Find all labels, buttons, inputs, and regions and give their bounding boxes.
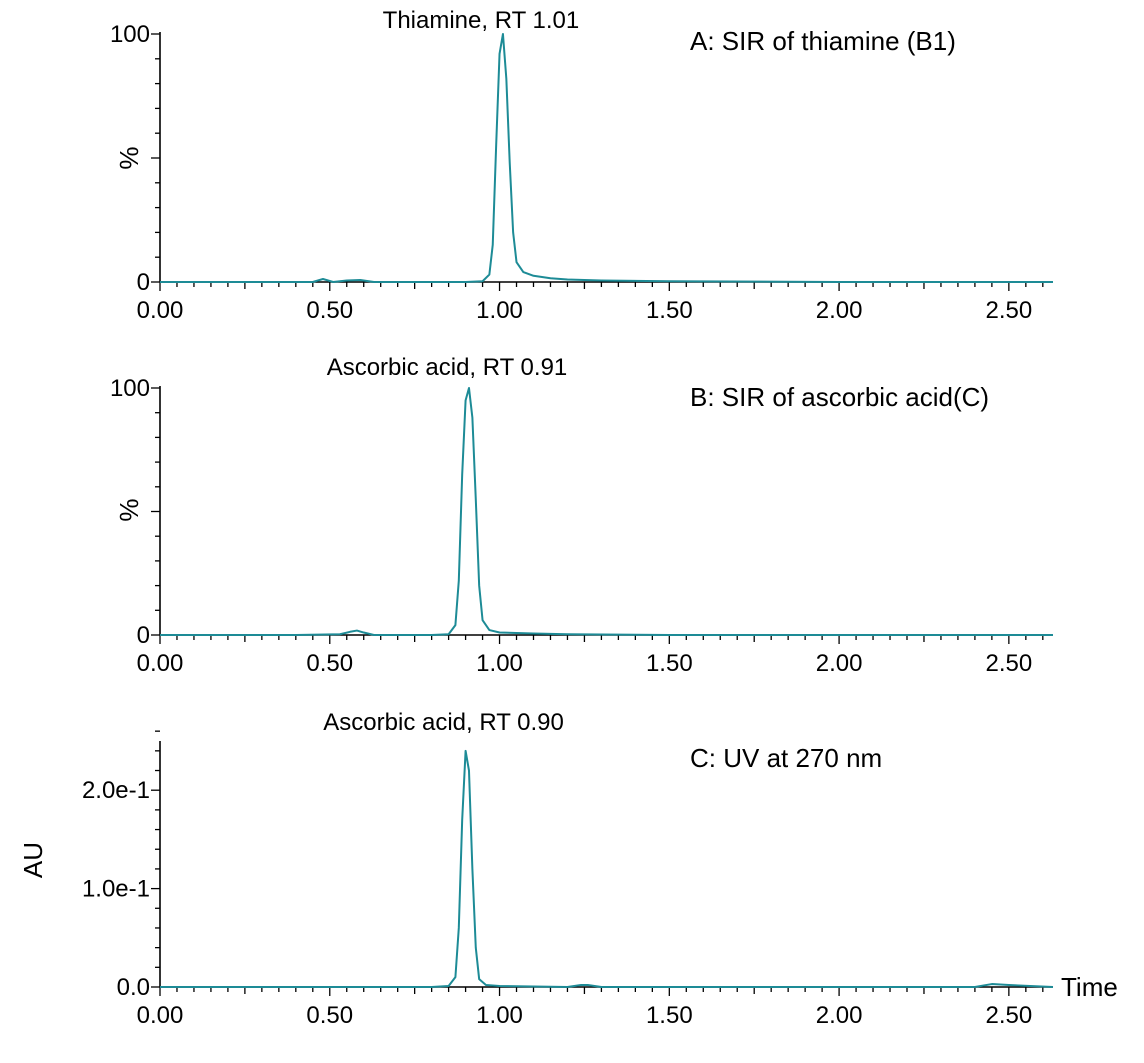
chromatogram-trace-a (160, 33, 1053, 283)
x-tick-label: 1.00 (476, 297, 523, 324)
x-tick-label: 0.50 (306, 1002, 353, 1029)
chromatogram-trace-b (160, 387, 1053, 636)
chart-panel-c: 0.00 0.50 1.00 1.50 2.00 2.50 0.0 1.0e-1 2.0e-1 A… (18, 709, 1118, 1029)
y-axis-label: AU (18, 842, 48, 878)
peak-annotation: Ascorbic acid, RT 0.91 (327, 354, 568, 381)
y-axis-label: % (114, 146, 144, 169)
x-tick-label: 2.50 (985, 650, 1032, 677)
chromatogram-trace-c (160, 749, 1054, 988)
y-tick-label: 0.0 (117, 974, 150, 1001)
chart-panel-a: 0.00 0.50 1.00 1.50 2.00 2.50 0 100% Thiamine, R… (110, 7, 1053, 324)
x-tick-label: 1.50 (646, 650, 693, 677)
panel-title: C: UV at 270 nm (690, 743, 882, 773)
x-tick-label: 2.00 (816, 650, 863, 677)
x-tick-label: 1.50 (646, 297, 693, 324)
x-tick-label: 2.50 (985, 1002, 1032, 1029)
chart-panel-b: 0.00 0.50 1.00 1.50 2.00 2.50 0 100% Ascorbic ac… (110, 354, 1053, 677)
peak-annotation: Ascorbic acid, RT 0.90 (323, 709, 564, 736)
y-tick-label: 100 (110, 375, 150, 402)
x-tick-label: 0.00 (137, 1002, 184, 1029)
y-tick-label: 100 (110, 21, 150, 48)
x-tick-label: 1.50 (646, 1002, 693, 1029)
panel-title: B: SIR of ascorbic acid(C) (690, 382, 989, 412)
y-axis-label: % (114, 498, 144, 521)
x-tick-label: 0.50 (306, 297, 353, 324)
y-tick-label: 0 (137, 622, 150, 649)
x-tick-label: 0.50 (306, 650, 353, 677)
peak-annotation: Thiamine, RT 1.01 (383, 7, 580, 34)
x-tick-label: 2.00 (816, 297, 863, 324)
x-tick-label: 0.00 (137, 297, 184, 324)
x-tick-label: 1.00 (476, 650, 523, 677)
x-tick-label: 0.00 (137, 650, 184, 677)
x-axis-label: Time (1061, 972, 1118, 1002)
y-tick-label: 1.0e-1 (82, 876, 150, 903)
x-tick-label: 2.00 (816, 1002, 863, 1029)
x-tick-label: 2.50 (985, 297, 1032, 324)
x-tick-label: 1.00 (476, 1002, 523, 1029)
y-tick-label: 0 (137, 269, 150, 296)
y-tick-label: 2.0e-1 (82, 777, 150, 804)
panel-title: A: SIR of thiamine (B1) (690, 26, 956, 56)
